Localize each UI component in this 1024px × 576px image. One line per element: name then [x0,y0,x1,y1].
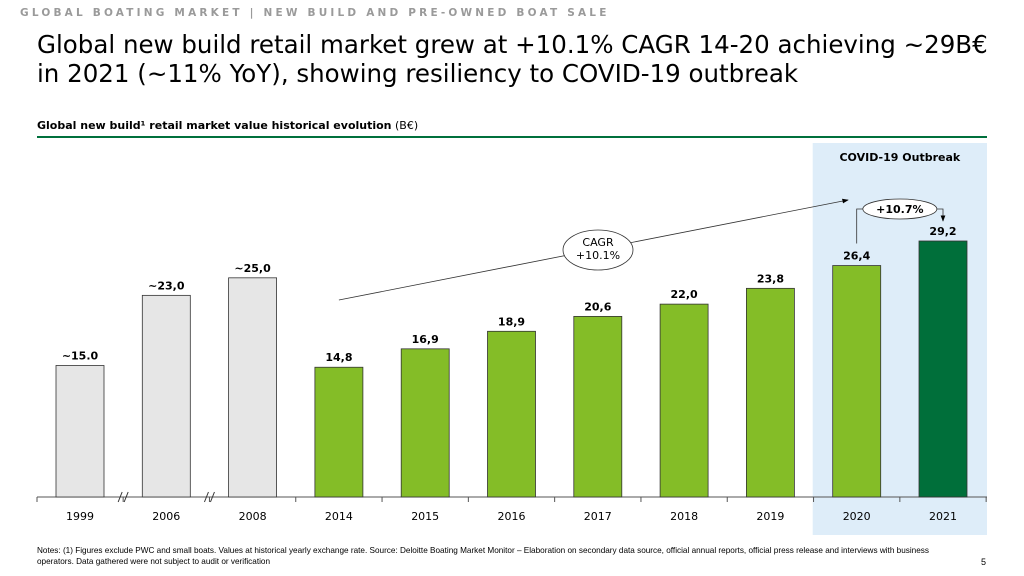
bar-2015 [400,348,450,498]
section-supertitle: GLOBAL BOATING MARKET | NEW BUILD AND PR… [20,7,610,19]
x-tick-label-2014: 2014 [325,510,353,523]
data-label-2014: 14,8 [325,351,352,364]
bar-2017 [573,315,623,498]
bar-1999 [55,365,105,498]
bar-2006 [141,294,191,498]
x-tick-label-2016: 2016 [498,510,526,523]
page-number: 5 [981,557,987,567]
x-tick-label-2008: 2008 [239,510,267,523]
title-rule [37,136,987,138]
chart-title: Global new build¹ retail market value hi… [37,119,418,132]
yoy-bubble [862,198,938,220]
x-tick-label-2006: 2006 [152,510,180,523]
x-tick-label-2021: 2021 [929,510,957,523]
bar-2014 [314,366,364,498]
cagr-bubble [562,229,634,271]
data-label-2006: ~23,0 [148,279,185,292]
x-tick-label-2015: 2015 [411,510,439,523]
data-label-1999: ~15.0 [62,349,99,362]
data-label-2016: 18,9 [498,315,525,328]
bar-2008 [228,277,278,498]
bar-2020 [832,265,882,498]
yoy-label: +10.7% [876,203,923,216]
x-tick-label-2020: 2020 [843,510,871,523]
axis-break-icon [117,491,129,503]
data-label-2015: 16,9 [412,333,439,346]
data-label-2019: 23,8 [757,272,784,285]
bar-2021 [918,240,968,498]
cagr-label: +10.1% [576,249,620,262]
chart-unit: (B€) [395,119,419,132]
x-tick-label-1999: 1999 [66,510,94,523]
bar-2018 [659,303,709,498]
footnotes: Notes: (1) Figures exclude PWC and small… [37,546,929,566]
axis-break-icon [203,491,215,503]
data-label-2021: 29,2 [929,225,956,238]
cagr-label: CAGR [582,236,614,249]
chart-title-text: Global new build¹ retail market value hi… [37,119,392,132]
bar-2019 [746,287,795,498]
data-label-2017: 20,6 [584,300,611,313]
data-label-2008: ~25,0 [234,262,271,275]
x-tick-label-2019: 2019 [756,510,784,523]
x-tick-label-2017: 2017 [584,510,612,523]
data-label-2018: 22,0 [671,288,698,301]
highlight-label: COVID-19 Outbreak [839,151,960,164]
data-label-2020: 26,4 [843,250,870,263]
x-tick-label-2018: 2018 [670,510,698,523]
bar-2016 [487,330,536,498]
slide-title: Global new build retail market grew at +… [37,30,988,88]
